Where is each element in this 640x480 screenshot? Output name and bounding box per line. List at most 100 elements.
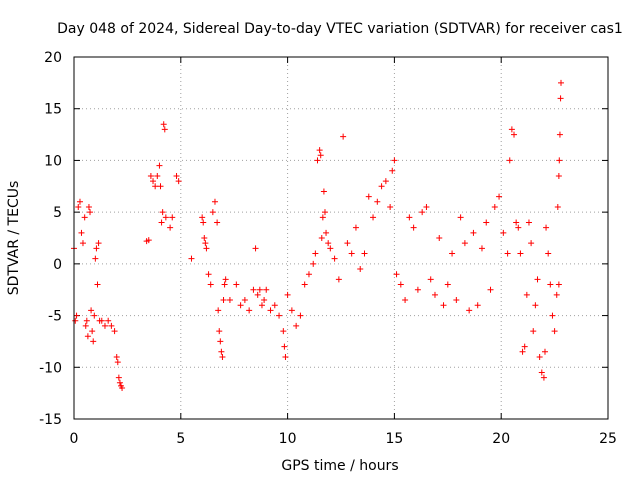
data-point	[105, 317, 112, 324]
data-point	[258, 302, 265, 309]
data-point	[391, 157, 398, 164]
data-point	[530, 328, 537, 335]
data-point	[449, 250, 456, 257]
data-point	[440, 302, 447, 309]
data-point	[365, 193, 372, 200]
data-point	[444, 281, 451, 288]
data-point	[321, 209, 328, 216]
y-tick-label: -15	[39, 412, 62, 428]
data-point	[145, 237, 152, 244]
data-point	[457, 214, 464, 221]
data-point	[541, 348, 548, 355]
data-point	[88, 307, 95, 314]
data-point	[511, 131, 518, 138]
data-point	[160, 121, 167, 128]
data-point	[558, 79, 565, 86]
data-point	[374, 198, 381, 205]
data-point	[222, 276, 229, 283]
data-point	[215, 307, 222, 314]
data-point	[555, 172, 562, 179]
data-point	[256, 286, 263, 293]
data-point	[483, 219, 490, 226]
data-point	[528, 240, 535, 247]
data-point	[93, 245, 100, 252]
data-point	[536, 353, 543, 360]
x-tick-label: 20	[492, 431, 510, 447]
data-point	[75, 203, 82, 210]
data-point	[220, 297, 227, 304]
data-point	[382, 178, 389, 185]
data-point	[378, 183, 385, 190]
data-point	[515, 224, 522, 231]
data-point	[357, 266, 364, 273]
data-point	[335, 276, 342, 283]
data-point	[317, 152, 324, 159]
data-point	[525, 219, 532, 226]
data-point	[508, 126, 515, 133]
data-point	[219, 353, 226, 360]
data-point	[150, 178, 157, 185]
data-point	[312, 250, 319, 257]
data-point	[523, 291, 530, 298]
data-point	[387, 203, 394, 210]
data-point	[461, 240, 468, 247]
data-point	[280, 328, 287, 335]
data-point	[79, 240, 86, 247]
data-point	[91, 312, 98, 319]
data-point	[555, 281, 562, 288]
data-point	[115, 374, 122, 381]
data-point	[340, 133, 347, 140]
data-point	[188, 255, 195, 262]
x-axis-label: GPS time / hours	[281, 458, 398, 474]
data-point	[250, 286, 257, 293]
data-point	[553, 291, 560, 298]
data-point	[551, 328, 558, 335]
data-point	[158, 219, 165, 226]
data-point	[410, 224, 417, 231]
data-point	[207, 281, 214, 288]
data-point	[352, 224, 359, 231]
data-point	[221, 281, 228, 288]
data-point	[519, 348, 526, 355]
data-point	[98, 317, 105, 324]
data-point	[233, 281, 240, 288]
data-point	[427, 276, 434, 283]
data-point	[393, 271, 400, 278]
data-point	[282, 353, 289, 360]
data-point	[94, 281, 101, 288]
data-point	[209, 209, 216, 216]
data-point	[478, 245, 485, 252]
data-point	[534, 276, 541, 283]
data-point	[370, 214, 377, 221]
data-point	[310, 260, 317, 267]
data-point	[506, 157, 513, 164]
data-point	[156, 162, 163, 169]
data-point	[504, 250, 511, 257]
data-point	[73, 312, 80, 319]
data-point	[173, 172, 180, 179]
data-point	[263, 286, 270, 293]
data-point	[161, 126, 168, 133]
y-tick-label: -10	[39, 360, 62, 376]
data-point	[517, 250, 524, 257]
y-tick-label: 5	[53, 205, 62, 221]
data-point	[487, 286, 494, 293]
data-point	[557, 95, 564, 102]
data-point	[402, 297, 409, 304]
data-point	[111, 328, 118, 335]
data-point	[318, 235, 325, 241]
data-point	[419, 209, 426, 216]
data-point	[293, 322, 300, 329]
data-point	[167, 224, 174, 231]
y-tick-label: -5	[48, 309, 62, 325]
data-point	[470, 229, 477, 236]
data-point	[95, 240, 102, 247]
data-point	[305, 271, 312, 278]
data-point	[538, 369, 545, 376]
y-tick-label: 20	[44, 50, 62, 66]
data-point	[252, 245, 259, 252]
data-point	[549, 312, 556, 319]
data-point	[348, 250, 355, 257]
